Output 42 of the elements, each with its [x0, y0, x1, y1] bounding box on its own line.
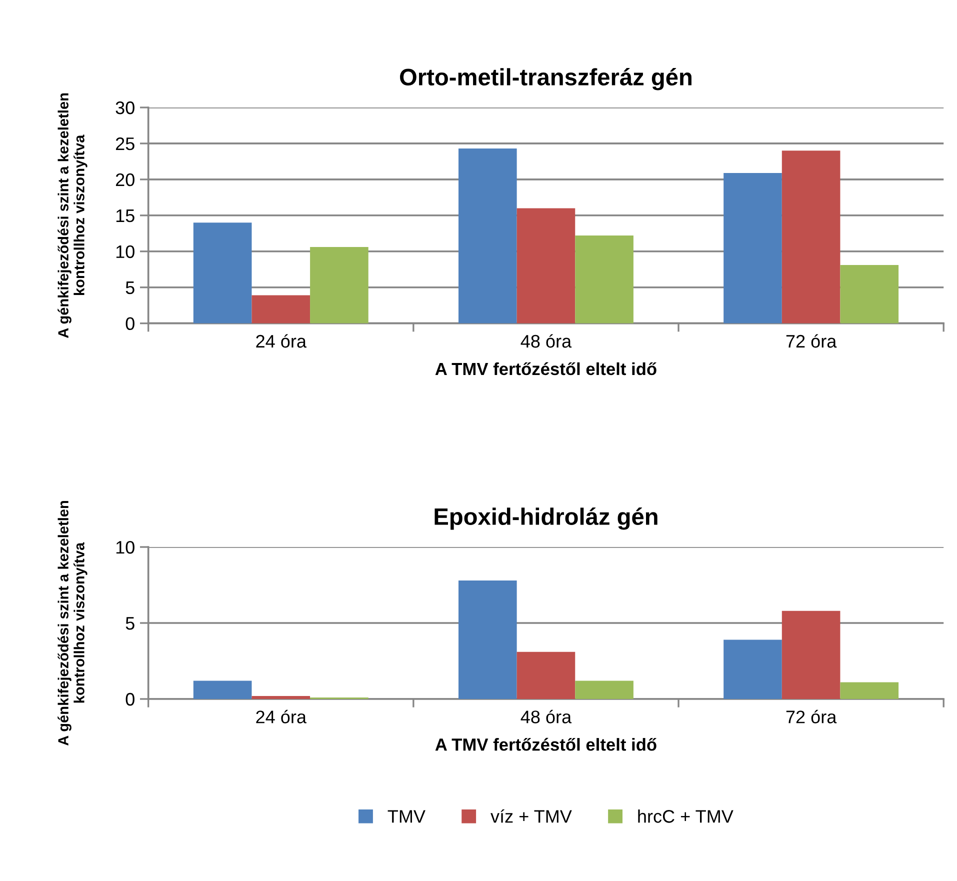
bar — [458, 580, 517, 699]
y-tick-label: 0 — [126, 692, 134, 706]
bar — [310, 247, 368, 324]
legend-label: TMV — [388, 810, 426, 823]
bar — [575, 680, 634, 699]
bar — [840, 265, 899, 324]
bar — [193, 680, 252, 699]
legend-label: víz + TMV — [490, 809, 572, 823]
bar — [252, 696, 310, 699]
bar — [252, 295, 310, 324]
y-axis-title: A génkifejeződési szint a kezeletlen kontrollhoz viszonyítva — [58, 93, 88, 338]
x-tick-label: 48 óra — [520, 334, 572, 348]
y-tick-label: 0 — [126, 317, 134, 330]
x-tick-label: 72 óra — [786, 334, 837, 348]
bar — [193, 222, 252, 324]
y-tick-label: 5 — [126, 617, 134, 630]
bar — [724, 172, 782, 324]
bar — [840, 682, 899, 699]
bar — [724, 640, 782, 699]
y-tick-label: 20 — [116, 173, 134, 186]
y-tick-label: 10 — [116, 540, 134, 554]
x-axis-title: A TMV fertőzéstől eltelt idő — [435, 362, 656, 376]
x-tick-label: 72 óra — [786, 710, 837, 724]
y-tick-label: 25 — [116, 137, 134, 150]
bar — [782, 150, 840, 324]
x-tick-label: 48 óra — [520, 710, 572, 724]
bar — [782, 610, 840, 699]
bar — [516, 208, 576, 324]
x-tick-label: 24 óra — [256, 334, 306, 348]
bar — [575, 236, 634, 324]
bar — [516, 652, 576, 699]
x-tick-label: 24 óra — [256, 710, 306, 724]
y-axis-title: A génkifejeződési szint a kezeletlen kontrollhoz viszonyítva — [58, 500, 88, 746]
y-tick-label: 30 — [116, 101, 134, 114]
x-axis-title: A TMV fertőzéstől eltelt idő — [435, 738, 656, 751]
y-tick-label: 10 — [116, 245, 134, 258]
legend-label: hrcC + TMV — [638, 810, 734, 823]
bar — [458, 148, 517, 324]
chart-title: Epoxid-hidroláz gén — [434, 507, 658, 530]
y-tick-label: 15 — [116, 210, 134, 222]
chart-title: Orto-metil-transzferáz gén — [400, 68, 692, 90]
y-tick-label: 5 — [126, 281, 134, 294]
